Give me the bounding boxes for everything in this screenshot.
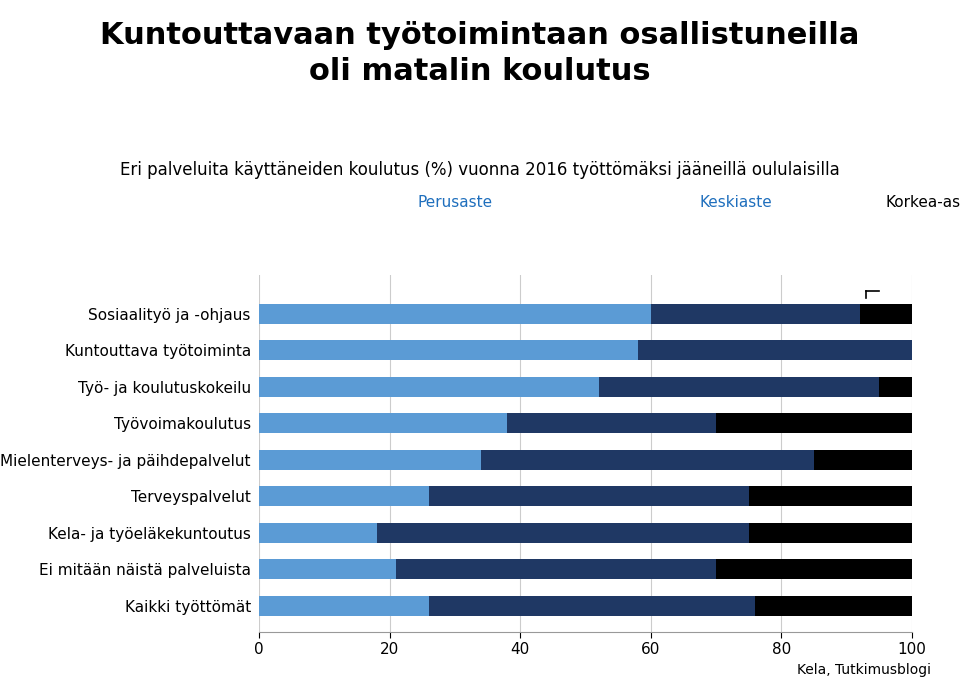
Bar [376, 523, 749, 543]
Bar [259, 523, 376, 543]
Bar [259, 450, 481, 470]
Bar [396, 559, 716, 579]
Bar [599, 376, 879, 396]
Bar [507, 413, 716, 433]
Bar [259, 413, 507, 433]
Bar [259, 304, 651, 324]
Text: Perusaste: Perusaste [418, 194, 492, 210]
Bar [756, 596, 912, 616]
Bar [259, 559, 396, 579]
Bar [259, 340, 637, 360]
Text: Eri palveluita käyttäneiden koulutus (%) vuonna 2016 työttömäksi jääneillä oulul: Eri palveluita käyttäneiden koulutus (%)… [120, 161, 840, 179]
Bar [259, 376, 599, 396]
Bar [879, 376, 912, 396]
Bar [716, 413, 912, 433]
Bar [429, 486, 749, 506]
Text: Korkea-aste: Korkea-aste [886, 194, 960, 210]
Bar [259, 596, 429, 616]
Bar [860, 304, 912, 324]
Bar [814, 450, 912, 470]
Bar [637, 340, 912, 360]
Text: Keskiaste: Keskiaste [700, 194, 772, 210]
Bar [651, 304, 860, 324]
Bar [259, 486, 429, 506]
Bar [749, 523, 912, 543]
Bar [749, 486, 912, 506]
Text: Kela, Tutkimusblogi: Kela, Tutkimusblogi [797, 663, 931, 677]
Text: Kuntouttavaan työtoimintaan osallistuneilla
oli matalin koulutus: Kuntouttavaan työtoimintaan osallistunei… [100, 21, 860, 85]
Bar [481, 450, 814, 470]
Bar [429, 596, 756, 616]
Bar [716, 559, 912, 579]
